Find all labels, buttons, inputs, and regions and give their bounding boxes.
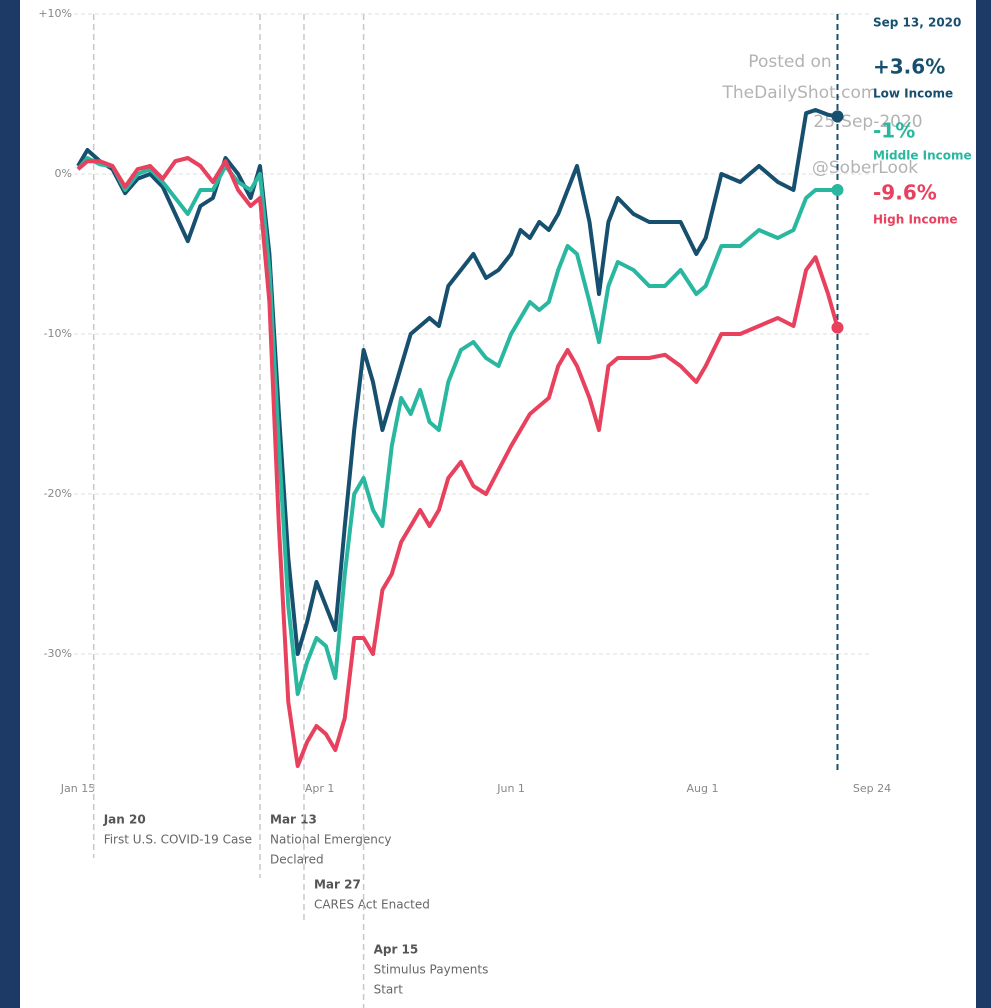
watermark: TheDailyShot.com (722, 83, 878, 103)
series-line (76, 156, 840, 768)
end-date-label: Sep 13, 2020 (873, 16, 961, 30)
x-tick-label: Aug 1 (687, 782, 719, 795)
end-value-label: -1% (873, 119, 915, 143)
end-value-label: -9.6% (873, 181, 937, 205)
x-tick-label: Jan 15 (60, 782, 95, 795)
event-date: Mar 13 (270, 813, 317, 827)
end-point (831, 184, 844, 196)
panel (20, 0, 976, 1008)
event-text: First U.S. COVID-19 Case (104, 833, 252, 847)
watermark: Posted on (748, 52, 831, 72)
end-point (831, 321, 844, 334)
event-text: CARES Act Enacted (314, 898, 430, 912)
end-point (831, 110, 844, 123)
series-line (76, 156, 838, 696)
event-date: Apr 15 (374, 943, 419, 957)
legend-label: Low Income (873, 87, 953, 101)
x-tick-label: Jun 1 (496, 782, 525, 795)
event-date: Jan 20 (103, 813, 146, 827)
end-value-label: +3.6% (873, 55, 945, 79)
legend-label: High Income (873, 213, 957, 227)
legend-label: Middle Income (873, 149, 972, 163)
event-text: National Emergency (270, 833, 392, 847)
y-tick-label: -20% (44, 487, 72, 500)
y-tick-label: -10% (44, 327, 72, 340)
series-line (76, 108, 838, 656)
watermark: @SoberLook (812, 158, 918, 178)
event-text: Declared (270, 853, 324, 867)
y-tick-label: 0% (55, 167, 72, 180)
y-tick-label: -30% (44, 647, 72, 660)
event-text: Stimulus Payments (374, 963, 489, 977)
x-tick-label: Apr 1 (305, 782, 335, 795)
y-tick-label: +10% (38, 7, 72, 20)
x-tick-label: Sep 24 (853, 782, 891, 795)
event-date: Mar 27 (314, 878, 361, 892)
event-text: Start (374, 983, 404, 997)
